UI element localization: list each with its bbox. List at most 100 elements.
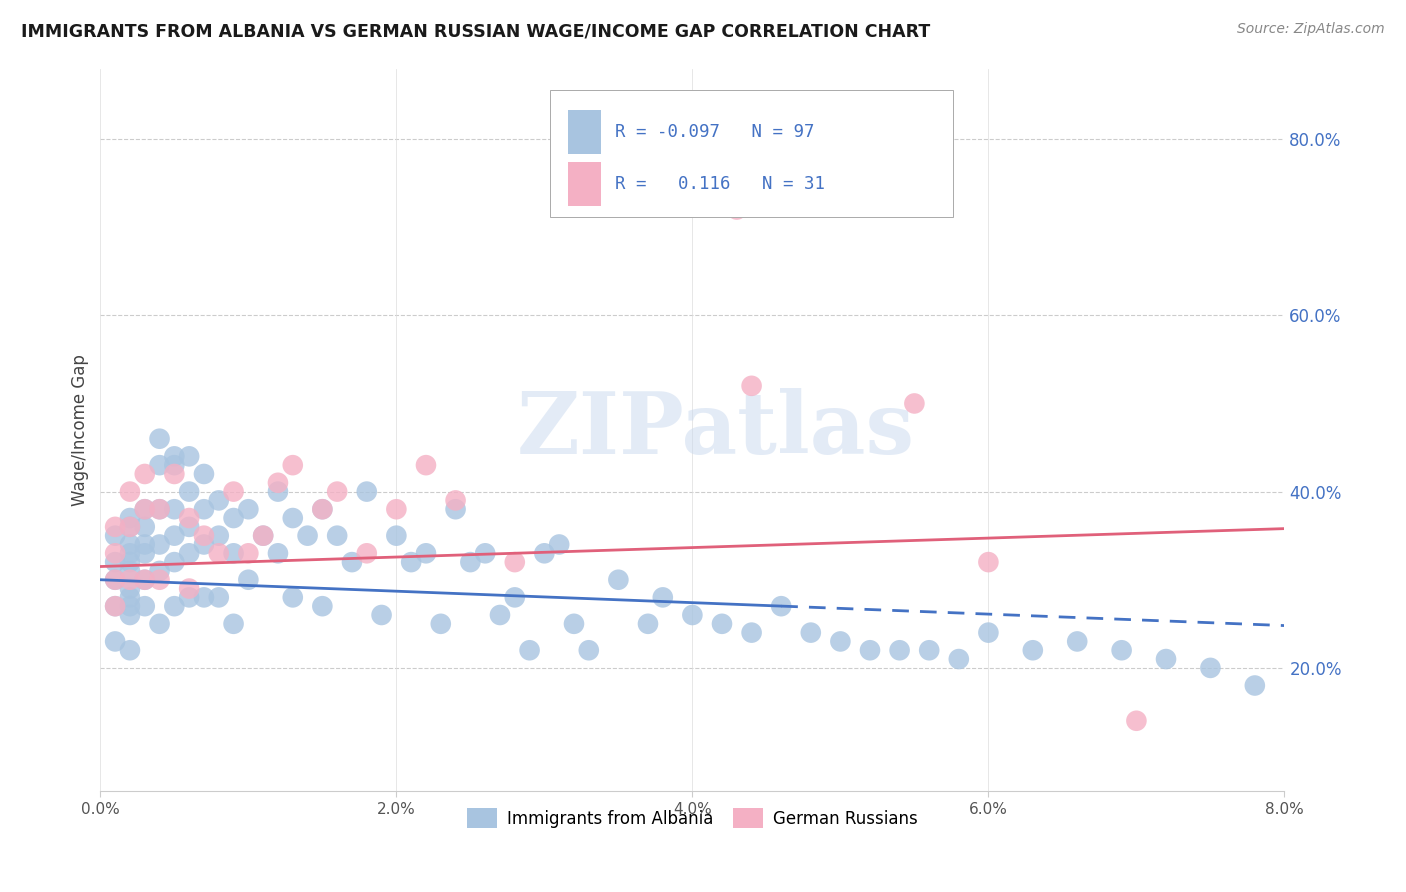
Point <box>118 573 141 587</box>
Point <box>118 607 141 622</box>
Point <box>562 616 585 631</box>
Point <box>179 450 201 464</box>
Point <box>415 458 437 472</box>
FancyBboxPatch shape <box>550 90 953 217</box>
Point <box>104 599 127 614</box>
Point <box>118 484 141 499</box>
Point <box>118 537 141 551</box>
Point <box>193 467 215 481</box>
Point <box>148 564 170 578</box>
Point <box>193 591 215 605</box>
Point <box>651 591 673 605</box>
Point <box>948 652 970 666</box>
Point <box>104 529 127 543</box>
Point <box>444 493 467 508</box>
Point <box>533 546 555 560</box>
Point <box>179 520 201 534</box>
Point <box>222 546 245 560</box>
Y-axis label: Wage/Income Gap: Wage/Income Gap <box>72 354 89 506</box>
Point <box>770 599 793 614</box>
Point <box>267 475 290 490</box>
Point <box>118 591 141 605</box>
Point <box>1199 661 1222 675</box>
Point <box>281 458 304 472</box>
Bar <box>568 162 602 206</box>
Point <box>148 458 170 472</box>
Point <box>281 511 304 525</box>
Point <box>800 625 823 640</box>
Point <box>104 573 127 587</box>
Point <box>903 396 925 410</box>
Point <box>118 520 141 534</box>
Point <box>474 546 496 560</box>
Point <box>134 573 156 587</box>
Point <box>356 546 378 560</box>
Point <box>163 467 186 481</box>
Point <box>179 511 201 525</box>
Point <box>193 537 215 551</box>
Point <box>1125 714 1147 728</box>
Point <box>281 591 304 605</box>
Point <box>179 591 201 605</box>
Point <box>193 502 215 516</box>
Point <box>104 520 127 534</box>
Point <box>725 202 748 217</box>
Point <box>104 599 127 614</box>
Point <box>163 599 186 614</box>
Point <box>519 643 541 657</box>
Point <box>163 458 186 472</box>
Point <box>134 502 156 516</box>
Point <box>830 634 852 648</box>
Point <box>741 625 763 640</box>
Point <box>222 616 245 631</box>
Point <box>267 546 290 560</box>
Point <box>297 529 319 543</box>
Point <box>503 555 526 569</box>
Point <box>460 555 482 569</box>
Point <box>163 450 186 464</box>
Point <box>267 484 290 499</box>
Point <box>118 546 141 560</box>
Point <box>444 502 467 516</box>
Point <box>238 502 260 516</box>
Legend: Immigrants from Albania, German Russians: Immigrants from Albania, German Russians <box>460 801 925 835</box>
Point <box>415 546 437 560</box>
Point <box>326 529 349 543</box>
Point <box>238 573 260 587</box>
Point <box>208 493 231 508</box>
Point <box>118 564 141 578</box>
Point <box>104 634 127 648</box>
Point <box>163 529 186 543</box>
Point <box>238 546 260 560</box>
Point <box>356 484 378 499</box>
Point <box>148 537 170 551</box>
Point <box>311 502 333 516</box>
Point <box>118 555 141 569</box>
Point <box>148 616 170 631</box>
Point <box>148 432 170 446</box>
Point <box>118 511 141 525</box>
Point <box>1022 643 1045 657</box>
Point <box>859 643 882 657</box>
Text: R = -0.097   N = 97: R = -0.097 N = 97 <box>616 123 815 141</box>
Point <box>118 582 141 596</box>
Point <box>208 529 231 543</box>
Point <box>134 520 156 534</box>
Point <box>193 529 215 543</box>
Point <box>134 546 156 560</box>
Point <box>548 537 571 551</box>
Point <box>385 529 408 543</box>
Text: Source: ZipAtlas.com: Source: ZipAtlas.com <box>1237 22 1385 37</box>
Point <box>148 573 170 587</box>
Point <box>637 616 659 631</box>
Point <box>326 484 349 499</box>
Point <box>134 467 156 481</box>
Point <box>148 502 170 516</box>
Point <box>179 582 201 596</box>
Point <box>977 625 1000 640</box>
Point <box>578 643 600 657</box>
Point <box>741 379 763 393</box>
Text: IMMIGRANTS FROM ALBANIA VS GERMAN RUSSIAN WAGE/INCOME GAP CORRELATION CHART: IMMIGRANTS FROM ALBANIA VS GERMAN RUSSIA… <box>21 22 931 40</box>
Point <box>222 484 245 499</box>
Point <box>208 546 231 560</box>
